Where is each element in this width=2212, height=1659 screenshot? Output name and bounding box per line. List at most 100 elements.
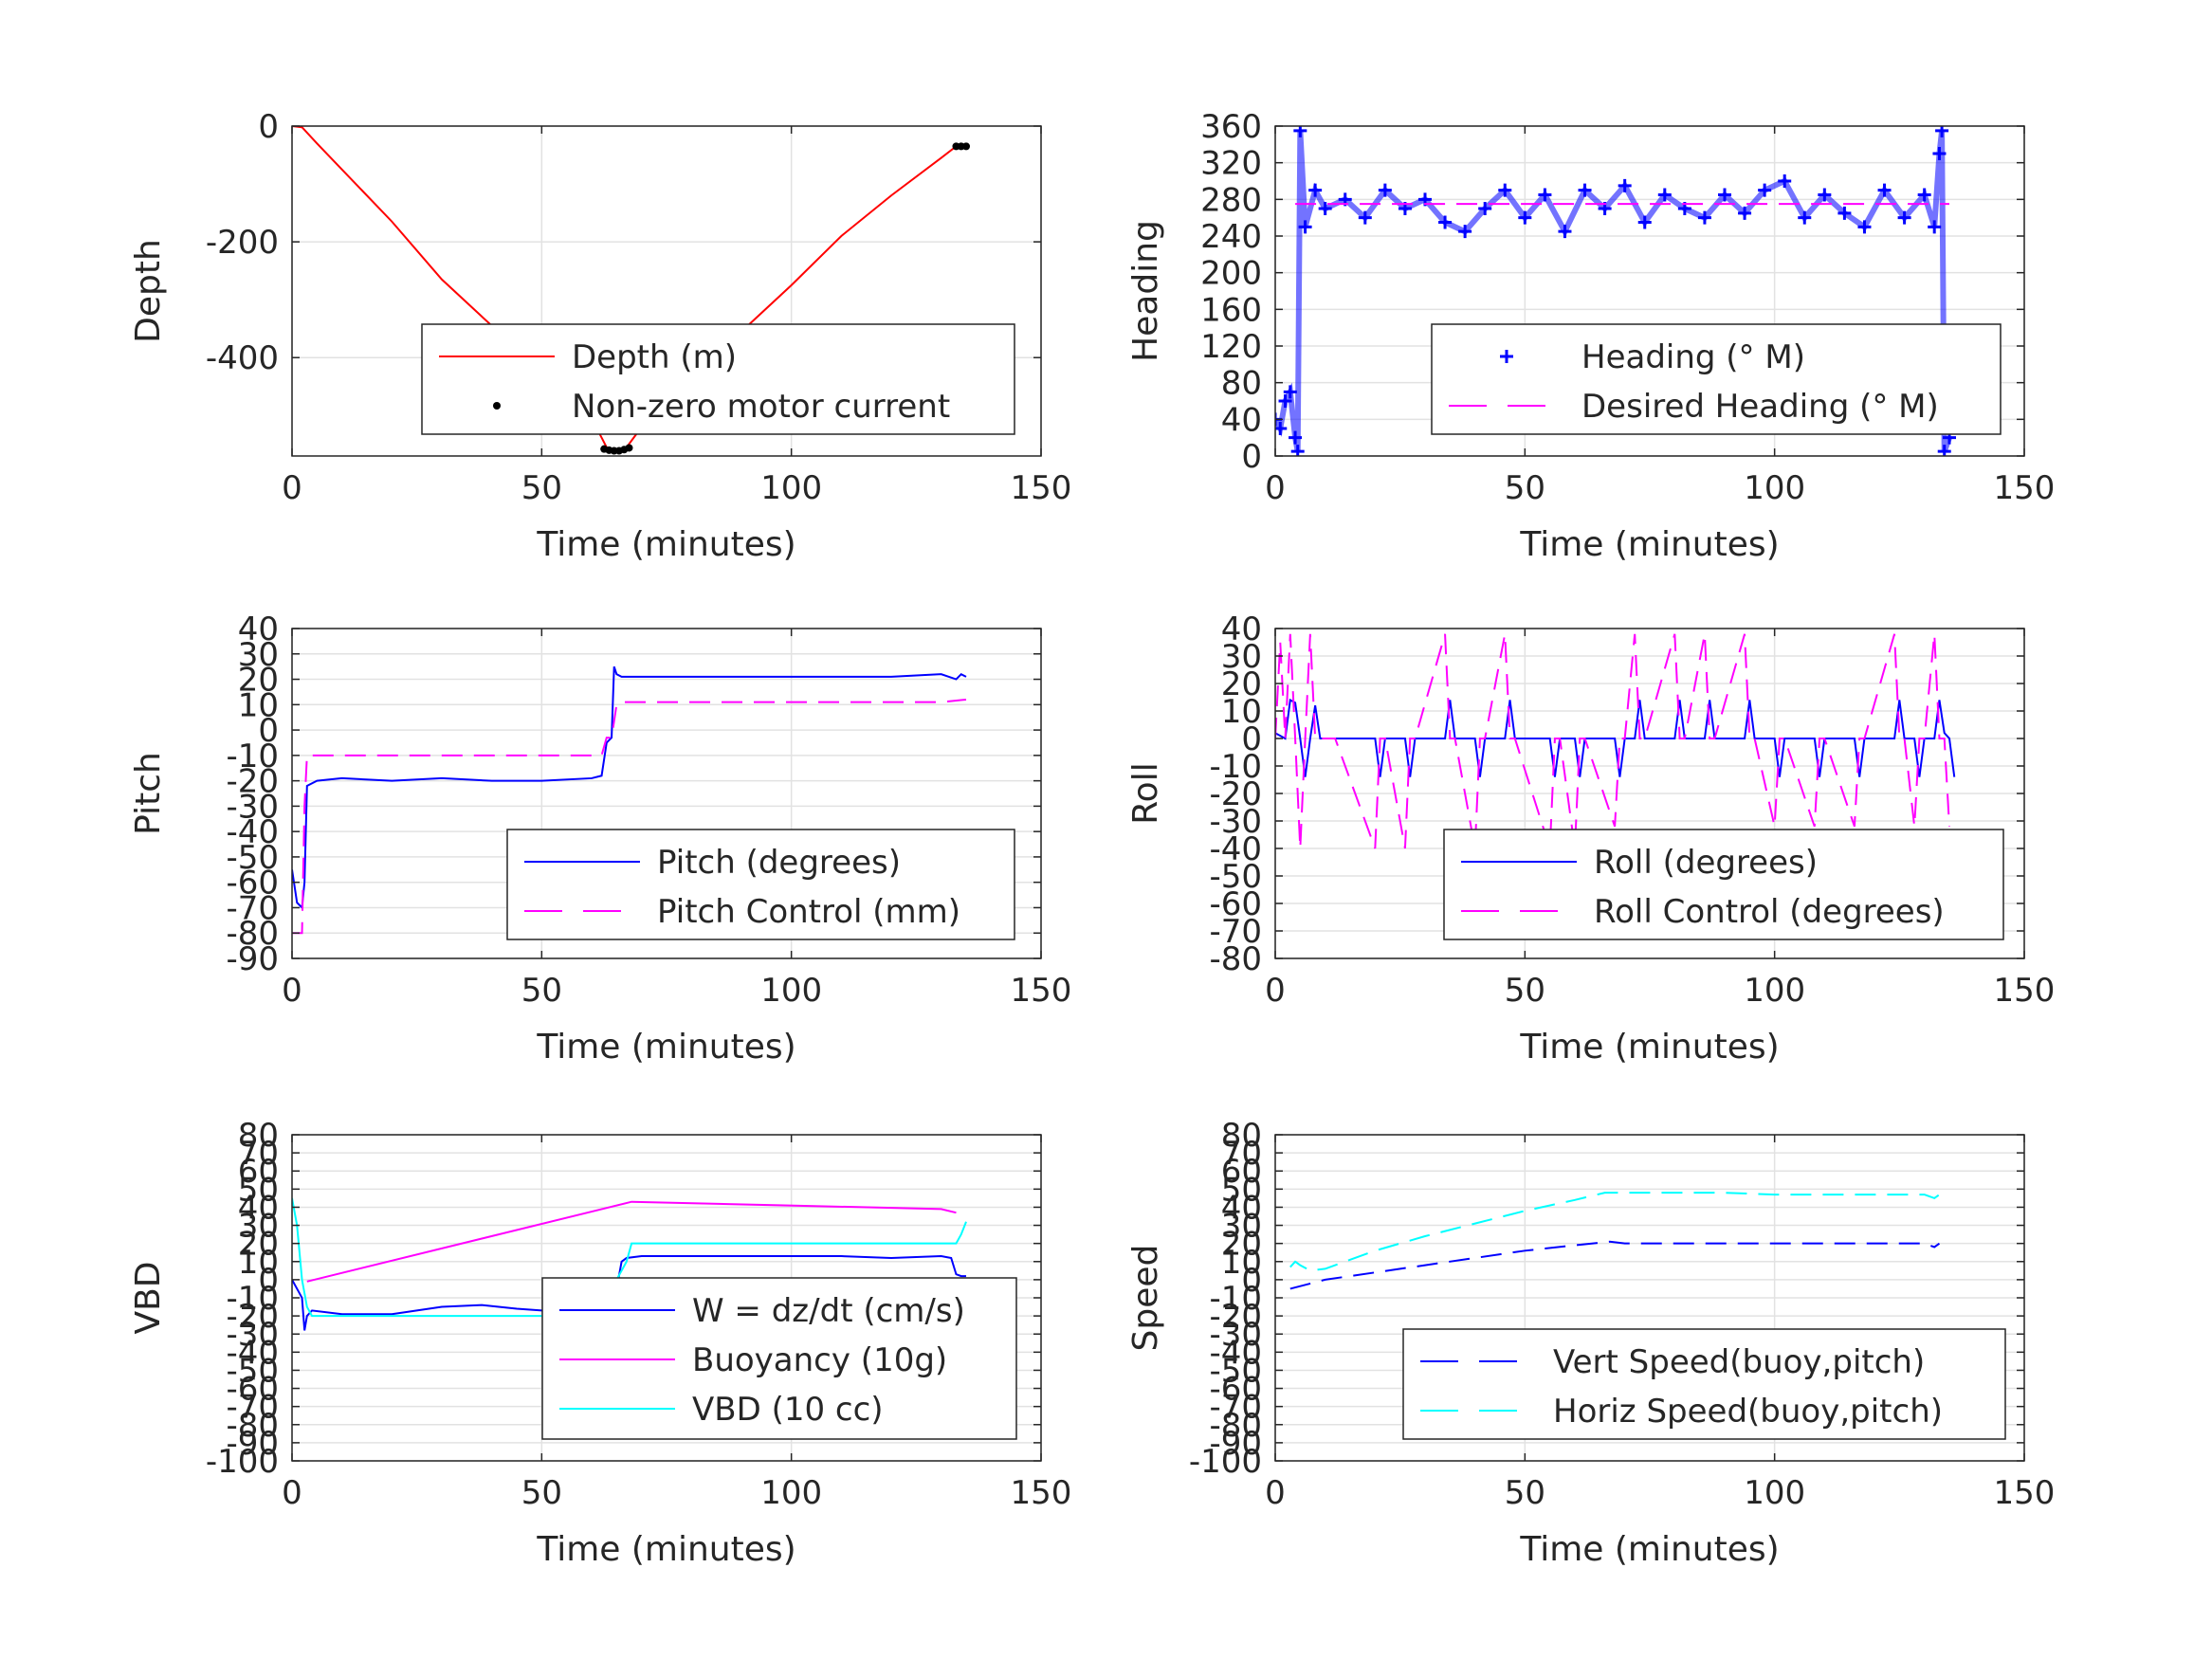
- y-tick-label: -30: [1209, 1316, 1262, 1354]
- series-1-line: [1289, 1240, 1941, 1290]
- y-tick-label: 320: [1200, 145, 1262, 183]
- y-tick-label: -80: [226, 1407, 279, 1445]
- y-tick-label: 40: [238, 611, 279, 648]
- data-point: [962, 142, 970, 151]
- y-tick-label: 20: [1221, 1226, 1262, 1264]
- y-tick-label: 60: [1221, 1153, 1262, 1191]
- x-tick-label: 50: [1505, 1474, 1545, 1512]
- legend-box: [421, 323, 1015, 435]
- y-tick-label: -100: [206, 1443, 279, 1481]
- x-tick-label: 0: [1265, 469, 1286, 507]
- y-tick-label: 70: [1221, 1135, 1262, 1173]
- legend-label: Roll Control (degrees): [1594, 893, 1945, 931]
- series-2-markers: [600, 142, 970, 455]
- axes-frame: [291, 628, 1042, 959]
- y-tick-label: 40: [1221, 401, 1262, 439]
- x-tick-label: 100: [760, 469, 822, 507]
- y-tick-label: 30: [1221, 638, 1262, 676]
- y-tick-label: -40: [226, 1334, 279, 1372]
- y-tick-label: -10: [1209, 1280, 1262, 1318]
- y-tick-label: 10: [1221, 693, 1262, 731]
- y-tick-label: -80: [226, 915, 279, 953]
- y-axis-label: Depth: [129, 239, 168, 343]
- y-tick-label: 20: [238, 662, 279, 700]
- x-tick-label: 100: [760, 1474, 822, 1512]
- series-1-line: [1275, 698, 1956, 777]
- y-tick-label: 70: [238, 1135, 279, 1173]
- y-tick-label: -90: [1209, 1425, 1262, 1463]
- y-tick-label: 200: [1200, 255, 1262, 293]
- y-tick-label: 0: [258, 712, 279, 750]
- y-tick-label: -20: [1209, 775, 1262, 813]
- legend-box: [1443, 829, 2004, 940]
- y-tick-label: -80: [1209, 940, 1262, 978]
- subplot-1: 0 50 100 150 0 -200 -400 Time (minutes) Depth Dep…: [129, 108, 1071, 564]
- legend: Vert Speed(buoy,pitch) Horiz Speed(buoy,p…: [1402, 1328, 2006, 1440]
- series-1-trace: [1275, 130, 1952, 453]
- y-tick-label: -30: [1209, 803, 1262, 841]
- y-tick-label: -20: [226, 763, 279, 801]
- y-axis-label: VBD: [129, 1261, 168, 1334]
- y-tick-label: 0: [1241, 438, 1262, 476]
- plot-area: [292, 126, 970, 455]
- legend-label: W = dz/dt (cm/s): [692, 1292, 965, 1330]
- y-tick-label: -90: [226, 1425, 279, 1463]
- y-tick-label: 120: [1200, 328, 1262, 366]
- legend-label: Buoyancy (10g): [692, 1341, 947, 1379]
- x-axis-label: Time (minutes): [1519, 1028, 1779, 1066]
- x-tick-label: 100: [760, 972, 822, 1010]
- y-tick-label: 360: [1200, 108, 1262, 146]
- plot-area: [1275, 633, 1956, 849]
- y-tick-label: -50: [226, 1352, 279, 1390]
- legend-label: Pitch Control (mm): [657, 893, 960, 931]
- y-tick-label: -50: [1209, 1352, 1262, 1390]
- legend-label: Pitch (degrees): [657, 844, 901, 882]
- y-tick-label: 160: [1200, 291, 1262, 329]
- y-axis-label: Speed: [1126, 1245, 1165, 1352]
- y-tick-label: 50: [1221, 1171, 1262, 1209]
- y-tick-label: -40: [226, 813, 279, 851]
- axes-frame: [291, 125, 1042, 457]
- y-tick-label: -20: [226, 1298, 279, 1336]
- y-tick-label: -50: [226, 839, 279, 877]
- legend-label: Non-zero motor current: [572, 388, 950, 426]
- y-tick-label: -40: [1209, 830, 1262, 868]
- x-axis-label: Time (minutes): [536, 1530, 795, 1569]
- y-tick-label: -10: [226, 738, 279, 775]
- legend-label: Depth (m): [572, 338, 737, 376]
- y-tick-label: 0: [258, 1262, 279, 1300]
- y-axis-label: Pitch: [129, 752, 168, 835]
- legend: W = dz/dt (cm/s) Buoyancy (10g) VBD (10 cc…: [541, 1277, 1017, 1440]
- x-tick-label: 0: [282, 972, 302, 1010]
- x-tick-label: 100: [1744, 1474, 1805, 1512]
- y-tick-label: -60: [226, 865, 279, 902]
- y-tick-label: -70: [226, 1389, 279, 1427]
- x-tick-label: 150: [1994, 972, 2056, 1010]
- x-tick-label: 150: [1994, 1474, 2056, 1512]
- subplot-6: 0 50 100 150-100-90-80-70-60-50-40-30-20-10…: [1126, 1117, 2055, 1569]
- x-tick-label: 150: [1994, 469, 2056, 507]
- legend-box: [1402, 1328, 2006, 1440]
- y-axis-label: Heading: [1126, 220, 1165, 362]
- legend-marker: [1500, 350, 1513, 363]
- y-tick-label: 10: [238, 1244, 279, 1282]
- y-tick-label: 280: [1200, 181, 1262, 219]
- subplot-5: 0 50 100 150-100-90-80-70-60-50-40-30-20-10…: [129, 1117, 1071, 1569]
- y-tick-label: 80: [1221, 1117, 1262, 1155]
- y-tick-label: -60: [226, 1371, 279, 1409]
- x-tick-label: 150: [1011, 1474, 1072, 1512]
- legend-label: VBD (10 cc): [692, 1391, 884, 1429]
- legend-label: Vert Speed(buoy,pitch): [1553, 1343, 1925, 1381]
- y-tick-label: 50: [238, 1171, 279, 1209]
- y-tick-label: -10: [226, 1280, 279, 1318]
- legend: Roll (degrees) Roll Control (degrees): [1443, 829, 2004, 940]
- plot-area: [1289, 1192, 1941, 1290]
- legend-box: [1431, 323, 2002, 435]
- y-tick-label: -50: [1209, 858, 1262, 896]
- y-tick-label: 30: [1221, 1208, 1262, 1246]
- y-tick-label: -30: [226, 788, 279, 826]
- legend-label: Horiz Speed(buoy,pitch): [1553, 1393, 1943, 1431]
- x-tick-label: 0: [282, 469, 302, 507]
